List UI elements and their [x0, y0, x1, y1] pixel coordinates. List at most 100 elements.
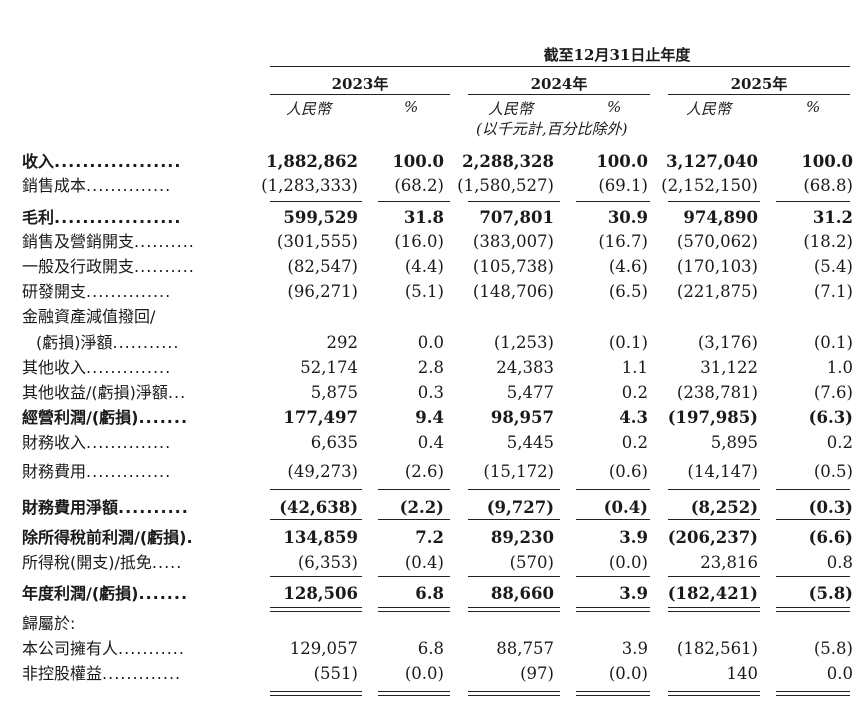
total-double-rule: [468, 691, 560, 692]
subtotal-rule: [270, 201, 362, 202]
total-double-rule: [576, 691, 650, 692]
value-cell: (1,283,333): [261, 176, 358, 195]
value-cell: 88,757: [496, 639, 554, 658]
row-gross-profit: 毛利.................. 599,529 31.8 707,801 30…: [0, 206, 861, 230]
value-cell: 0.0: [826, 664, 853, 683]
total-double-rule: [468, 607, 560, 608]
leader-dots: ..........: [118, 498, 189, 517]
subtotal-rule: [270, 519, 362, 520]
row-finance-income: 財務收入.............. 6,635 0.4 5,445 0.2 5,895 0…: [0, 431, 861, 455]
value-cell: (8,252): [690, 498, 758, 517]
unit-pct-2023: %: [404, 98, 419, 116]
value-cell: (2.2): [399, 498, 444, 517]
row-label-text: 毛利: [22, 208, 55, 227]
value-cell: 6.8: [417, 639, 444, 658]
row-label-text: 一般及行政開支: [22, 257, 135, 276]
row-label-text: 非控股權益: [22, 664, 103, 683]
value-cell: (7.6): [813, 383, 853, 402]
row-label-text: 本公司擁有人: [22, 639, 119, 658]
value-cell: (0.3): [808, 498, 853, 517]
row-profit-for-year: 年度利潤/(虧損)....... 128,506 6.8 88,660 3.9 (182,…: [0, 582, 861, 606]
value-cell: (238,781): [676, 383, 758, 402]
value-cell: 2,288,328: [462, 152, 554, 171]
leader-dots: .: [186, 528, 194, 547]
value-cell: (0.4): [603, 498, 648, 517]
total-double-rule: [378, 611, 450, 612]
leader-dots: ..............: [86, 176, 172, 195]
row-label: 非控股權益.............: [22, 662, 181, 686]
year-2024: 2024年: [530, 75, 588, 93]
total-double-rule: [576, 607, 650, 608]
value-cell: (3,176): [697, 333, 758, 352]
subtotal-rule: [668, 201, 760, 202]
total-double-rule: [378, 695, 450, 696]
row-label: 毛利..................: [22, 206, 181, 230]
row-admin-expenses: 一般及行政開支.......... (82,547) (4.4) (105,738) (…: [0, 255, 861, 279]
unit-rmb-2024: 人民幣: [488, 100, 534, 118]
row-label-text: 其他收入: [22, 358, 87, 377]
leader-dots: ..................: [54, 208, 182, 227]
total-double-rule: [576, 611, 650, 612]
leader-dots: ..............: [86, 433, 172, 452]
value-cell: (82,547): [287, 257, 358, 276]
row-label: 財務費用淨額..........: [22, 496, 189, 520]
value-cell: (68.8): [803, 176, 853, 195]
value-cell: 0.3: [417, 383, 444, 402]
subtotal-rule: [668, 576, 760, 577]
row-label: 收入..................: [22, 150, 181, 174]
value-cell: 177,497: [283, 408, 358, 427]
value-cell: 3,127,040: [666, 152, 758, 171]
value-cell: 6.8: [415, 584, 444, 603]
leader-dots: ..............: [86, 462, 172, 481]
value-cell: 129,057: [289, 639, 358, 658]
value-cell: 98,957: [490, 408, 554, 427]
value-cell: 2.8: [417, 358, 444, 377]
row-label: 銷售成本..............: [22, 174, 171, 198]
value-cell: (197,985): [667, 408, 758, 427]
value-cell: 3.9: [619, 584, 648, 603]
row-owners: 本公司擁有人........... 129,057 6.8 88,757 3.9 (182…: [0, 637, 861, 661]
total-double-rule: [378, 691, 450, 692]
total-double-rule: [576, 695, 650, 696]
row-label: 歸屬於:: [22, 612, 75, 636]
row-finance-costs-net: 財務費用淨額.......... (42,638) (2.2) (9,727) (0.4…: [0, 496, 861, 520]
year-rule-2023: [270, 94, 450, 95]
row-label: 金融資產減值撥回/: [22, 305, 155, 329]
subtotal-rule: [668, 489, 760, 490]
row-label: 一般及行政開支..........: [22, 255, 195, 279]
value-cell: (301,555): [276, 232, 358, 251]
value-cell: (0.5): [813, 462, 853, 481]
subtotal-rule: [378, 489, 450, 490]
value-cell: 100.0: [596, 152, 648, 171]
row-label-text: 歸屬於:: [22, 614, 76, 633]
value-cell: 6,635: [310, 433, 358, 452]
row-revenue: 收入.................. 1,882,862 100.0 2,288,…: [0, 150, 861, 174]
leader-dots: ..............: [86, 358, 172, 377]
subtotal-rule: [378, 201, 450, 202]
row-other-gains: 其他收益/(虧損)淨額... 5,875 0.3 5,477 0.2 (238,781) (…: [0, 381, 861, 405]
total-double-rule: [270, 691, 362, 692]
value-cell: 9.4: [415, 408, 444, 427]
leader-dots: ..............: [86, 282, 172, 301]
value-cell: 599,529: [283, 208, 358, 227]
row-cost-of-sales: 銷售成本.............. (1,283,333) (68.2) (1,58…: [0, 174, 861, 198]
value-cell: (6,353): [297, 553, 358, 572]
value-cell: 5,895: [710, 433, 758, 452]
value-cell: 100.0: [801, 152, 853, 171]
total-double-rule: [668, 691, 760, 692]
value-cell: (221,875): [676, 282, 758, 301]
value-cell: (7.1): [813, 282, 853, 301]
year-rule-2025: [668, 94, 850, 95]
value-cell: (42,638): [279, 498, 358, 517]
value-cell: (6.5): [608, 282, 648, 301]
value-cell: (49,273): [287, 462, 358, 481]
value-cell: (0.6): [608, 462, 648, 481]
value-cell: (4.4): [404, 257, 444, 276]
value-cell: 3.9: [619, 528, 648, 547]
leader-dots: .......: [138, 584, 189, 603]
value-cell: 5,875: [310, 383, 358, 402]
subtotal-rule: [576, 576, 650, 577]
value-cell: 0.2: [621, 433, 648, 452]
value-cell: 23,816: [700, 553, 758, 572]
unit-note: (以千元計,百分比除外): [476, 120, 628, 138]
